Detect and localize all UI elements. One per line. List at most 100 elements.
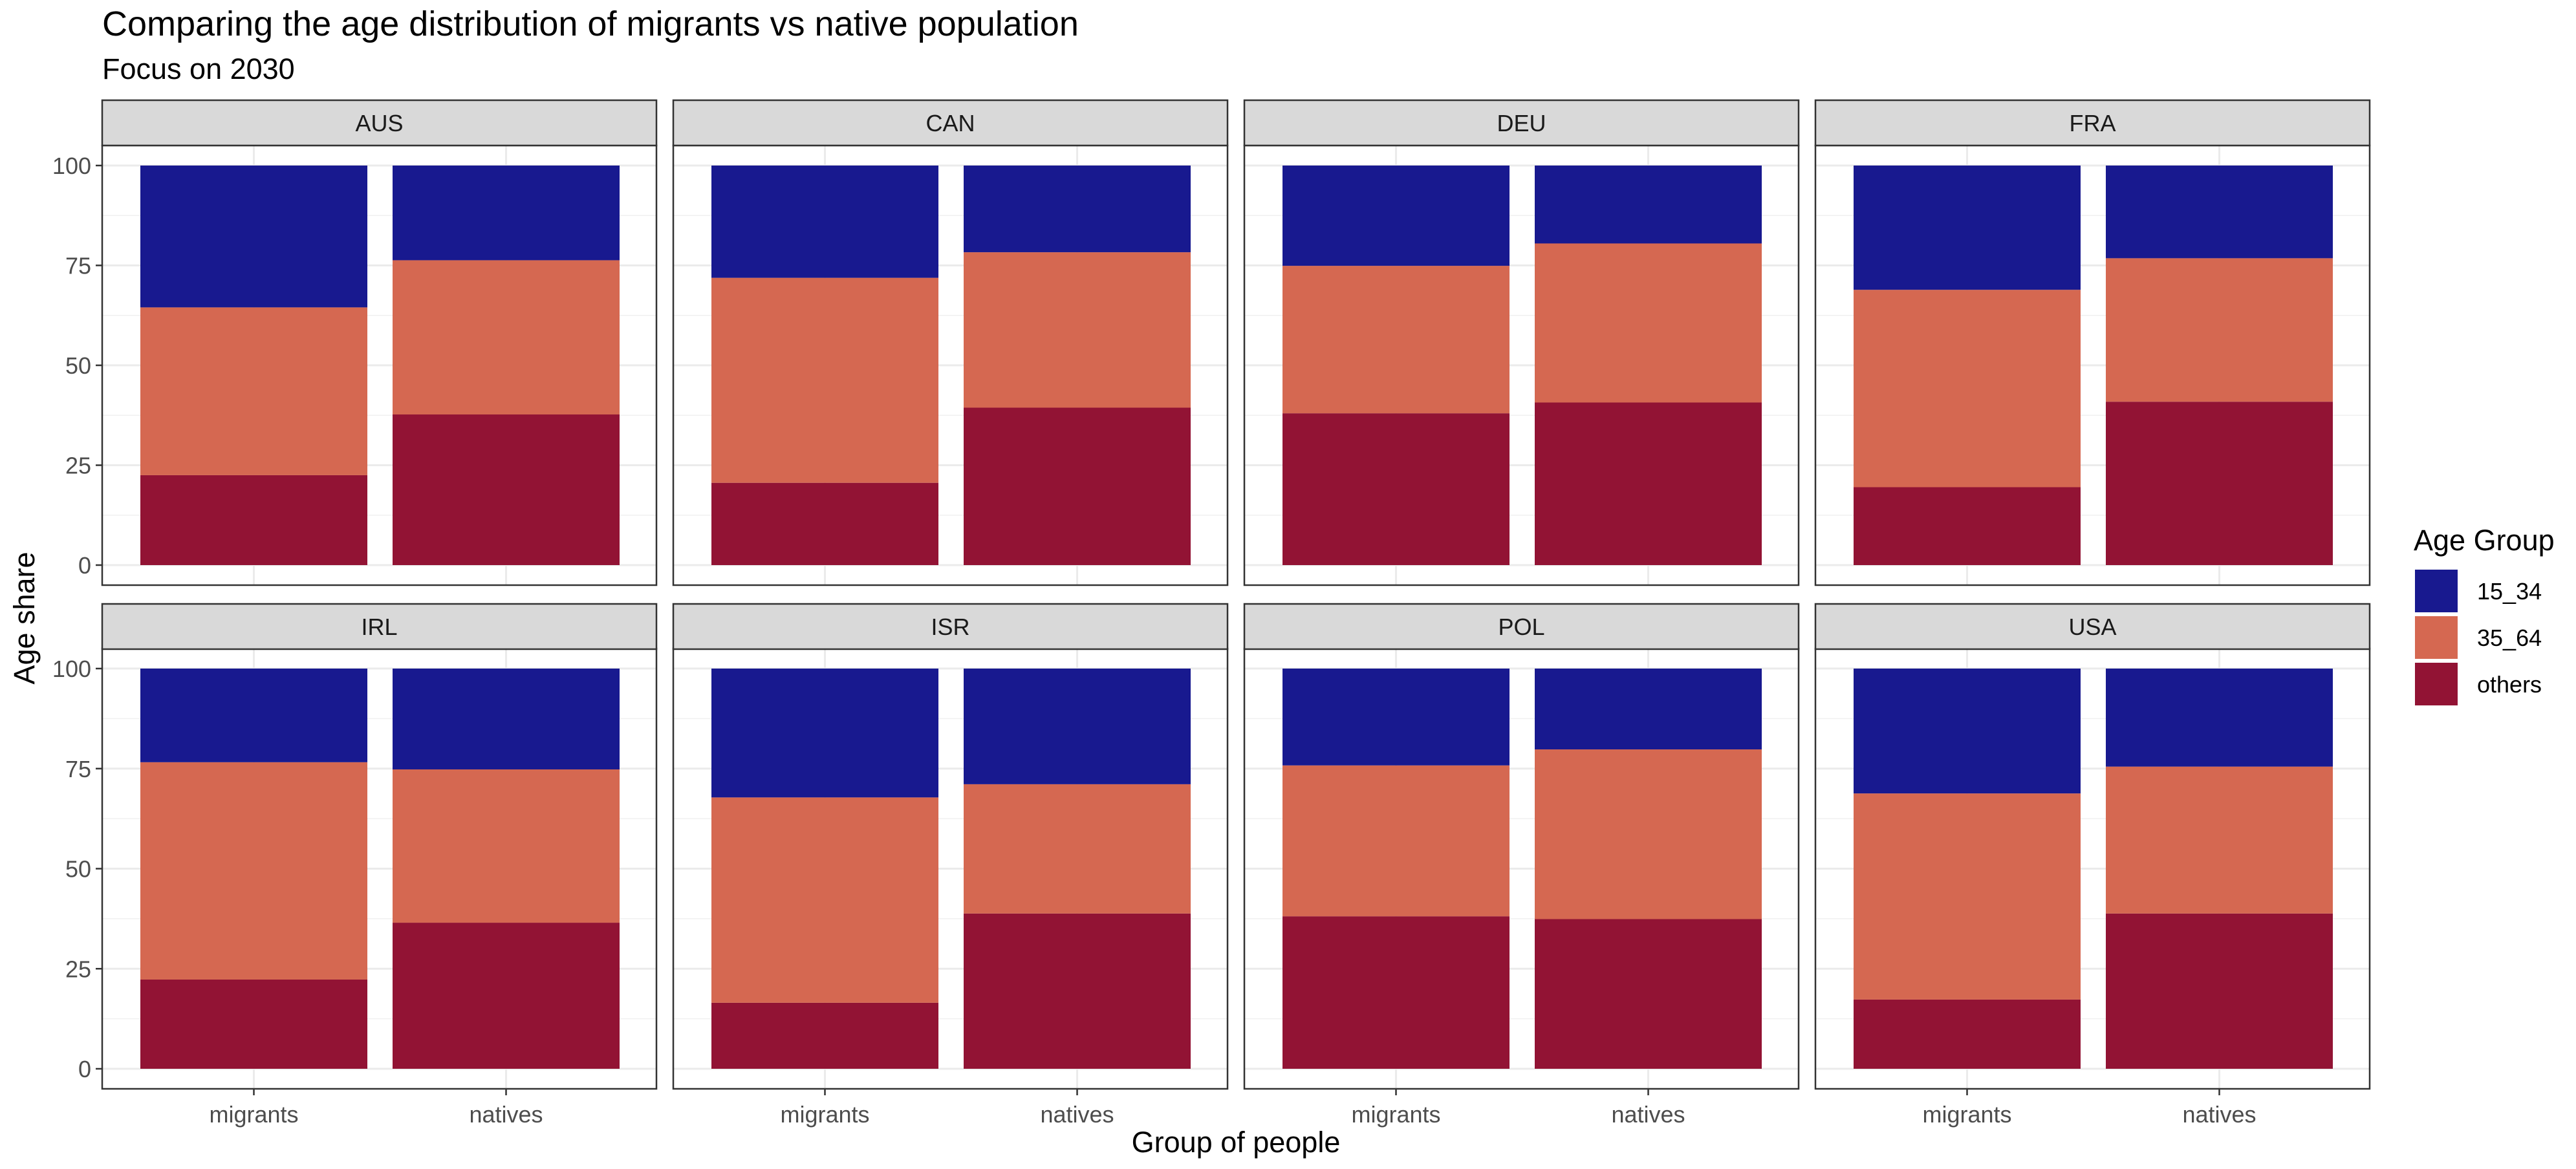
legend-label-15_34: 15_34 [2477, 578, 2542, 605]
facet-panel-isr: ISR [672, 603, 1229, 1090]
x-tick-label: natives [2182, 1101, 2256, 1128]
facet-panel-aus: AUS 0 25 50 75 100 [52, 99, 658, 586]
bar-segment-deu-migrants-others [1283, 413, 1510, 565]
facet-strip [1243, 99, 1800, 147]
x-tick-label: natives [1611, 1101, 1685, 1128]
bar-segment-pol-migrants-15_34 [1283, 669, 1510, 766]
facet-panels: AUS 0 25 50 75 100 CAN DEU FRA IRL 0 25 50 75 100 ISR PO… [52, 99, 2371, 1090]
bar-segment-deu-natives-15_34 [1535, 166, 1762, 244]
y-tick-label: 50 [65, 856, 91, 883]
facet-strip [101, 603, 658, 650]
y-tick-label: 100 [52, 656, 91, 682]
bar-segment-deu-migrants-15_34 [1283, 166, 1510, 266]
x-tick-label: natives [469, 1101, 543, 1128]
bar-segment-irl-natives-35_64 [393, 769, 620, 923]
x-axis-tick-labels: migrants natives migrants natives migrants na… [209, 1089, 2257, 1128]
bar-segment-can-natives-15_34 [964, 166, 1191, 253]
bar-segment-irl-migrants-35_64 [140, 762, 367, 980]
facet-strip [672, 603, 1229, 650]
facet-strip [672, 99, 1229, 147]
bar-segment-isr-migrants-15_34 [711, 669, 938, 798]
bar-segment-irl-migrants-others [140, 979, 367, 1069]
bar-segment-can-natives-others [964, 407, 1191, 565]
bar-segment-pol-natives-others [1535, 919, 1762, 1069]
bar-segment-deu-natives-others [1535, 402, 1762, 565]
bar-segment-isr-migrants-35_64 [711, 797, 938, 1003]
y-axis-title: Age share [8, 552, 41, 684]
x-tick-label: migrants [780, 1101, 869, 1128]
facet-panel-can: CAN [672, 99, 1229, 586]
bar-segment-can-natives-35_64 [964, 252, 1191, 408]
legend-swatch-35_64 [2415, 616, 2458, 659]
bar-segment-fra-migrants-others [1854, 487, 2081, 565]
bar-segment-fra-migrants-35_64 [1854, 290, 2081, 488]
bar-segment-usa-migrants-35_64 [1854, 793, 2081, 1000]
facet-strip-label: AUS [355, 110, 403, 136]
bar-segment-aus-natives-others [393, 414, 620, 565]
facet-panel-deu: DEU [1243, 99, 1800, 586]
facet-panel-usa: USA [1814, 603, 2371, 1090]
facet-panel-irl: IRL 0 25 50 75 100 [52, 603, 658, 1090]
y-tick-label: 100 [52, 153, 91, 179]
facet-panel-fra: FRA [1814, 99, 2371, 586]
y-tick-label: 0 [78, 1056, 91, 1082]
facet-strip-label: FRA [2070, 110, 2116, 136]
bar-segment-deu-migrants-35_64 [1283, 266, 1510, 414]
y-tick-label: 25 [65, 453, 91, 479]
chart-title: Comparing the age distribution of migran… [102, 5, 1079, 43]
y-tick-label: 25 [65, 956, 91, 982]
bar-segment-deu-natives-35_64 [1535, 243, 1762, 403]
y-tick-label: 75 [65, 253, 91, 279]
bar-segment-isr-natives-15_34 [964, 669, 1191, 784]
bar-segment-fra-natives-35_64 [2106, 258, 2333, 402]
x-tick-label: migrants [1922, 1101, 2011, 1128]
y-tick-label: 50 [65, 352, 91, 379]
bar-segment-pol-natives-15_34 [1535, 669, 1762, 750]
bar-segment-irl-migrants-15_34 [140, 669, 367, 762]
bar-segment-fra-natives-15_34 [2106, 166, 2333, 259]
legend-label-35_64: 35_64 [2477, 625, 2542, 651]
facet-strip [1243, 603, 1800, 650]
bar-segment-can-migrants-15_34 [711, 166, 938, 278]
bar-segment-isr-natives-35_64 [964, 784, 1191, 914]
bar-segment-aus-migrants-others [140, 475, 367, 565]
bar-segment-fra-natives-others [2106, 402, 2333, 565]
bar-segment-irl-natives-others [393, 923, 620, 1069]
bar-segment-can-migrants-35_64 [711, 277, 938, 483]
x-tick-label: migrants [209, 1101, 298, 1128]
bar-segment-isr-migrants-others [711, 1002, 938, 1069]
bar-segment-aus-natives-35_64 [393, 260, 620, 415]
facet-strip-label: POL [1498, 614, 1544, 640]
facet-strip [1814, 99, 2371, 147]
bar-segment-can-migrants-others [711, 482, 938, 565]
facet-strip [1814, 603, 2371, 650]
facet-strip-label: DEU [1497, 110, 1546, 136]
bar-segment-aus-migrants-15_34 [140, 166, 367, 308]
bar-segment-usa-natives-35_64 [2106, 766, 2333, 914]
legend-swatch-others [2415, 663, 2458, 705]
bar-segment-pol-migrants-others [1283, 916, 1510, 1069]
bar-segment-isr-natives-others [964, 913, 1191, 1069]
bar-segment-usa-migrants-others [1854, 999, 2081, 1069]
facet-strip-label: CAN [925, 110, 975, 136]
bar-segment-usa-natives-others [2106, 913, 2333, 1069]
x-tick-label: natives [1040, 1101, 1114, 1128]
facet-strip-label: IRL [361, 614, 397, 640]
x-axis-title: Group of people [1132, 1126, 1341, 1159]
legend-title: Age Group [2414, 524, 2555, 557]
bar-segment-usa-natives-15_34 [2106, 669, 2333, 767]
chart-subtitle: Focus on 2030 [102, 52, 295, 85]
facet-strip [101, 99, 658, 147]
bar-segment-usa-migrants-15_34 [1854, 669, 2081, 794]
bar-segment-fra-migrants-15_34 [1854, 166, 2081, 290]
bar-segment-pol-migrants-35_64 [1283, 765, 1510, 917]
legend-swatch-15_34 [2415, 570, 2458, 612]
bar-segment-aus-natives-15_34 [393, 166, 620, 261]
bar-segment-irl-natives-15_34 [393, 669, 620, 769]
y-tick-label: 75 [65, 756, 91, 782]
facet-panel-pol: POL [1243, 603, 1800, 1090]
bar-segment-pol-natives-35_64 [1535, 749, 1762, 919]
facet-strip-label: USA [2068, 614, 2116, 640]
